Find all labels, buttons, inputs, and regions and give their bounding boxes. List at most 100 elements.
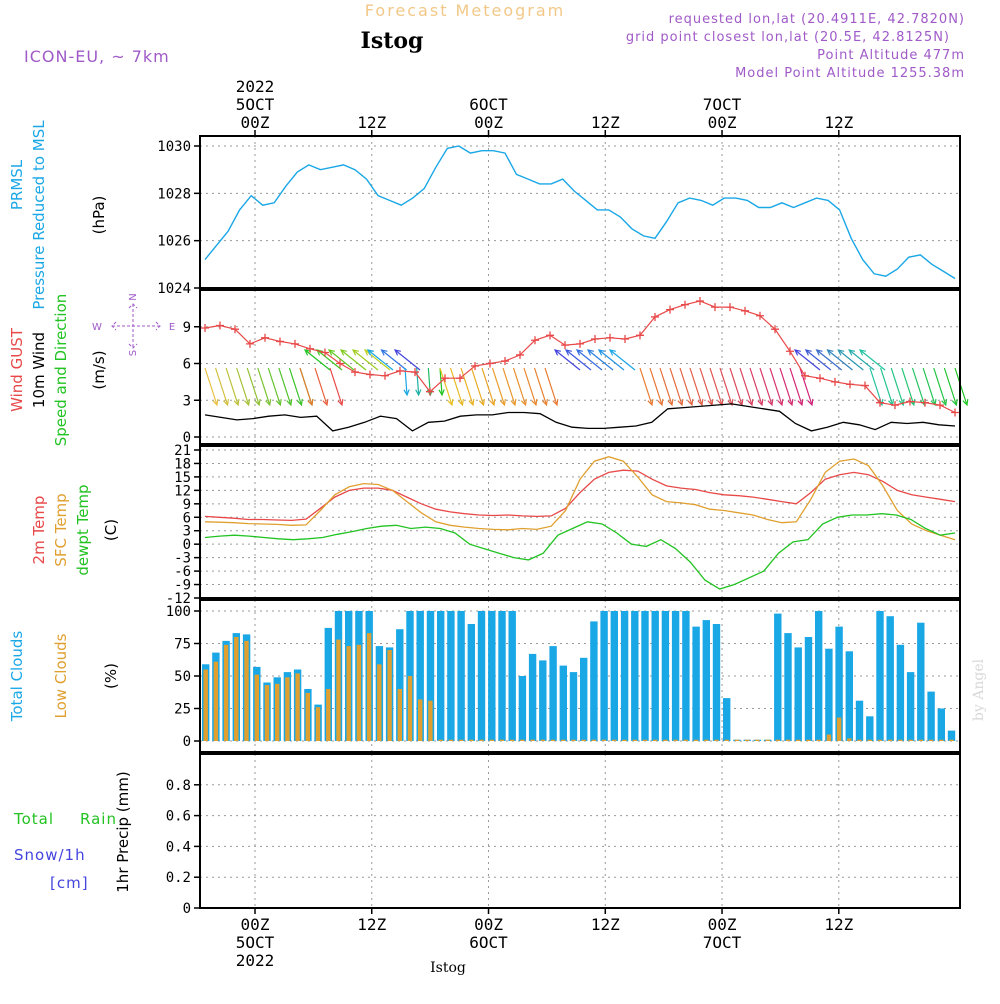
low-cloud-bar <box>673 739 678 741</box>
low-cloud-bar <box>499 739 505 741</box>
low-cloud-bar <box>346 646 351 741</box>
low-cloud-bar <box>244 640 249 741</box>
low-cloud-bar <box>816 739 821 741</box>
top-hour-label: 00Z <box>241 113 270 132</box>
total-cloud-bar <box>947 730 956 741</box>
gust-point <box>321 348 329 357</box>
wind-arrow <box>470 367 485 406</box>
label-low-clouds: Low Clouds <box>52 633 70 718</box>
low-cloud-bar <box>591 739 597 741</box>
y-tick-label: 1028 <box>157 186 191 202</box>
gust-point <box>756 311 764 320</box>
low-cloud-bar <box>489 739 494 741</box>
wind-arrow <box>246 367 260 406</box>
y-tick-label: 21 <box>174 443 191 459</box>
wind-arrow <box>799 367 813 406</box>
wind-arrow-head <box>393 349 401 356</box>
wind-arrow-head <box>657 398 664 407</box>
low-cloud-bar <box>550 739 556 741</box>
gridpoint-coords: grid point closest lon,lat (20.5E, 42.81… <box>626 30 950 45</box>
wind-arrow <box>481 367 495 406</box>
low-cloud-bar <box>366 633 372 741</box>
gust-point <box>351 368 359 377</box>
wind-arrow-head <box>697 398 704 407</box>
wind-arrow <box>304 349 331 371</box>
gust-point <box>426 387 434 396</box>
wind-arrow <box>328 349 355 371</box>
wind-arrow <box>816 349 843 371</box>
wind-arrow <box>769 367 783 406</box>
gust-point <box>456 374 464 383</box>
label-snow: Snow/1h <box>14 846 86 864</box>
label-ms: (m/s) <box>90 350 108 389</box>
low-cloud-bar <box>315 707 321 741</box>
label-dewpt-temp: dewpt Temp <box>74 484 92 575</box>
wind-arrow <box>502 367 516 406</box>
wind-arrow-head <box>677 398 684 407</box>
point-altitude: Point Altitude 477m <box>817 48 965 63</box>
total-cloud-bar <box>917 622 925 741</box>
total-cloud-bar <box>580 657 588 741</box>
wind-arrow <box>729 367 743 406</box>
wind-arrow-head <box>457 398 464 407</box>
gust-point <box>291 339 299 348</box>
low-cloud-bar <box>836 717 842 741</box>
wind-arrow <box>299 367 313 406</box>
top-hour-label: 12Z <box>357 113 386 132</box>
wind-arrow <box>679 367 693 406</box>
wind-arrow-head <box>415 389 422 397</box>
wind-arrow-head <box>930 398 937 407</box>
label-hpa: (hPa) <box>90 196 108 235</box>
low-cloud-bar <box>775 739 780 741</box>
wind-arrow-head <box>351 349 359 356</box>
low-cloud-bar <box>326 689 331 741</box>
top-day-label: 5OCT <box>236 95 275 114</box>
wind-arrow-head <box>541 398 548 407</box>
wind-arrow-head <box>531 398 538 407</box>
compass-w: W <box>92 322 102 333</box>
low-cloud-bar <box>377 664 382 741</box>
low-cloud-bar <box>785 739 791 741</box>
total-cloud-bar <box>804 637 813 741</box>
wind-arrow-head <box>586 349 594 356</box>
total-cloud-bar <box>549 646 557 741</box>
low-cloud-bar <box>336 639 341 741</box>
gust-point <box>201 323 209 332</box>
wind-arrow <box>449 367 464 406</box>
wind-arrow <box>709 367 723 406</box>
gust-point <box>486 359 494 368</box>
wind-arrow <box>554 349 581 371</box>
total-cloud-bar <box>702 620 710 741</box>
wind-arrow <box>404 367 408 396</box>
low-cloud-bar <box>622 739 627 741</box>
wind-arrow <box>533 367 548 406</box>
gust-point <box>441 374 449 383</box>
label-percent: (%) <box>102 663 120 689</box>
low-cloud-bar <box>806 739 811 741</box>
gust-point <box>831 377 839 386</box>
wind-arrow-head <box>687 398 694 407</box>
y-tick-label: 0 <box>183 430 191 446</box>
y-tick-label: 75 <box>174 637 191 653</box>
gust-point <box>726 303 734 312</box>
low-cloud-bar <box>642 739 648 741</box>
gust-point <box>336 359 344 368</box>
panel-wind: 0 3 6 9 Wind GUST 10m Wind Speed and Direction… <box>8 289 969 446</box>
total-cloud-bar <box>794 647 802 741</box>
total-cloud-bar <box>610 611 618 741</box>
wind-arrow <box>523 367 537 406</box>
dewpt-line <box>204 513 956 590</box>
label-rain: Rain <box>80 810 117 828</box>
gust-point <box>741 306 749 315</box>
low-cloud-bar <box>264 685 270 741</box>
low-cloud-bar <box>305 692 310 741</box>
wind-arrow <box>805 349 832 371</box>
low-cloud-bar <box>275 683 280 741</box>
wind-arrows <box>204 349 969 407</box>
wind-arrow <box>236 367 250 406</box>
low-cloud-bar <box>510 739 515 741</box>
y-tick-label: 9 <box>183 320 191 336</box>
bottom-hour-label: 00Z <box>241 915 270 934</box>
total-cloud-bar <box>569 672 578 741</box>
